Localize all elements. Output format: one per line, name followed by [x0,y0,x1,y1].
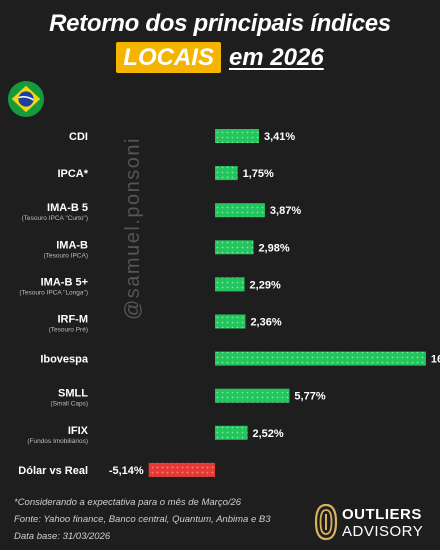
bar-ipca [215,166,238,181]
value-label-ima-b: 2,98% [258,242,289,254]
category-label-smll: SMLL [58,388,88,400]
bar-irf-m [215,314,246,329]
category-sublabel-ima-b-5: (Tesouro IPCA "Curto") [22,215,88,222]
value-label-ipca: 1,75% [243,168,274,180]
category-sublabel-ifix: (Fundos Imobiliários) [27,438,88,445]
category-label-ifix: IFIX [68,425,89,437]
category-sublabel-ima-b: (Tesouro IPCA) [44,252,88,259]
highlight-label: LOCAIS [116,42,221,73]
value-label-cdi: 3,41% [264,131,295,143]
bar-smll [215,388,290,403]
logo-icon [314,503,338,541]
footnote-consideration: *Considerando a expectativa para o mês d… [14,497,242,508]
category-label-cdi: CDI [69,131,88,143]
value-label-smll: 5,77% [294,391,325,403]
outliers-logo: OUTLIERS ADVISORY [314,502,434,542]
category-label-ibovespa: Ibovespa [40,354,89,366]
bar-ifix [215,425,248,440]
bar-ima-b [215,240,254,255]
category-label-ima-b-5: IMA-B 5 [47,202,88,214]
chart-title: Retorno dos principais índices [49,10,391,37]
category-label-irf-m: IRF-M [57,314,88,326]
category-sublabel-smll: (Small Caps) [50,401,88,408]
year-label: em 2026 [228,43,324,71]
logo-line2: ADVISORY [342,523,424,540]
bar-d-lar-vs-real [148,462,215,477]
logo-line1: OUTLIERS [342,506,422,523]
category-sublabel-irf-m: (Tesouro Pré) [49,327,88,334]
value-label-ibovespa: 16,35% [431,354,440,366]
category-label-ima-b-5: IMA-B 5+ [41,276,88,288]
footnote-date: Data base: 31/03/2026 [14,531,111,542]
value-label-irf-m: 2,36% [250,317,281,329]
category-label-d-lar-vs-real: Dólar vs Real [18,465,88,477]
bar-ima-b-5 [215,277,245,292]
brazil-flag-icon [7,80,45,118]
bar-cdi [215,129,259,143]
bar-ima-b-5 [215,203,265,218]
value-label-d-lar-vs-real: -5,14% [109,465,144,477]
category-label-ima-b: IMA-B [56,239,88,251]
value-label-ima-b-5: 2,29% [250,279,281,291]
value-label-ifix: 2,52% [253,428,284,440]
category-label-ipca: IPCA* [57,168,88,180]
value-label-ima-b-5: 3,87% [270,205,301,217]
footnote-source: Fonte: Yahoo finance, Banco central, Qua… [14,514,271,525]
bar-ibovespa [215,351,426,366]
chart-subtitle: LOCAIS em 2026 [0,42,440,73]
category-sublabel-ima-b-5: (Tesouro IPCA "Longa") [19,289,88,296]
